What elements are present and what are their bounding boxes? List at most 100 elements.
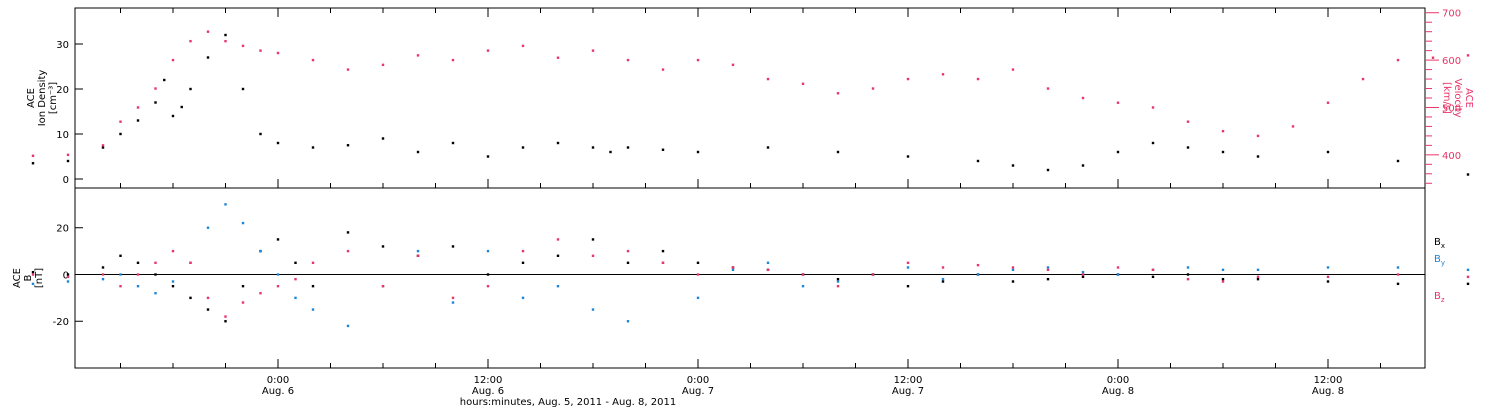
by-point	[346, 324, 350, 328]
bz-point	[486, 284, 490, 288]
by-point	[1466, 268, 1470, 272]
bx-point	[661, 249, 665, 253]
density-point	[163, 78, 166, 82]
bottom-ylabel-3: [nT]	[34, 268, 45, 288]
by-point	[311, 308, 315, 311]
density-point	[416, 150, 420, 154]
velocity-point	[731, 63, 735, 67]
bx-point	[311, 284, 315, 288]
x-tick-label-time: 0:00	[267, 375, 289, 386]
top-left-ytick-label: 0	[63, 175, 69, 186]
x-tick-label-time: 0:00	[687, 375, 709, 386]
density-point	[836, 150, 840, 154]
velocity-point	[591, 49, 595, 52]
bz-point	[1116, 266, 1120, 269]
density-point	[906, 155, 910, 158]
velocity-point	[941, 73, 945, 76]
by-point	[259, 249, 262, 253]
velocity-point	[871, 87, 875, 90]
density-point	[1466, 173, 1470, 176]
density-point	[136, 119, 140, 122]
legend-bz-sub: z	[1441, 296, 1445, 304]
by-point	[976, 273, 980, 276]
velocity-point	[521, 44, 525, 48]
velocity-point	[1361, 77, 1365, 81]
legend-bx: Bx	[1434, 237, 1445, 250]
density-point	[381, 137, 385, 140]
by-point	[171, 280, 175, 283]
velocity-point	[1256, 134, 1260, 138]
by-point	[801, 284, 805, 288]
velocity-point	[451, 58, 455, 62]
velocity-point	[766, 77, 770, 81]
velocity-point	[241, 44, 245, 48]
bx-point	[556, 254, 560, 257]
velocity-point	[556, 56, 560, 59]
legend-by-main: B	[1434, 254, 1441, 265]
bx-point	[696, 261, 700, 265]
density-point	[224, 33, 227, 37]
velocity-point	[1326, 101, 1330, 104]
density-point	[66, 159, 70, 163]
bx-point	[276, 238, 280, 241]
bx-point	[451, 245, 455, 248]
bottom-ylabel-1: ACE	[12, 268, 23, 288]
velocity-point	[259, 49, 262, 52]
by-point	[1256, 268, 1260, 272]
top-right-ytick-label: 600	[1442, 56, 1461, 67]
bz-point	[136, 273, 140, 276]
density-point	[206, 56, 210, 59]
velocity-point	[311, 58, 315, 62]
density-point	[1151, 141, 1155, 145]
by-point	[241, 221, 245, 225]
top-left-ylabel-2: Ion Density	[37, 70, 48, 127]
velocity-point	[1466, 54, 1470, 57]
by-point	[556, 284, 560, 288]
bx-point	[31, 270, 35, 274]
bz-point	[276, 284, 280, 288]
x-tick-label-date: Aug. 6	[472, 386, 504, 397]
bz-point	[556, 238, 560, 241]
bx-point	[171, 284, 175, 288]
bx-point	[591, 238, 595, 241]
by-point	[486, 249, 490, 253]
bx-point	[1186, 273, 1190, 276]
by-point	[766, 261, 770, 265]
bz-point	[836, 284, 840, 288]
velocity-point	[416, 54, 420, 57]
bz-point	[206, 296, 210, 300]
bz-point	[294, 277, 297, 281]
bz-point	[661, 261, 665, 265]
density-point	[696, 150, 700, 154]
bz-point	[119, 284, 122, 288]
density-point	[626, 146, 630, 149]
velocity-point	[206, 30, 210, 33]
density-point	[1221, 150, 1225, 154]
bz-point	[381, 284, 385, 288]
by-point	[626, 320, 630, 323]
bz-point	[1011, 266, 1015, 269]
legend-bx-main: B	[1434, 237, 1441, 248]
density-point	[521, 146, 525, 149]
velocity-point	[276, 51, 280, 55]
velocity-point	[136, 106, 140, 109]
top-panel-frame	[74, 7, 1426, 189]
density-point	[154, 101, 157, 104]
velocity-point	[1221, 129, 1225, 133]
x-tick-label-date: Aug. 8	[1312, 386, 1344, 397]
bz-point	[626, 249, 630, 253]
bz-point	[521, 249, 525, 253]
velocity-point	[101, 144, 105, 147]
bx-point	[66, 273, 70, 276]
bz-point	[241, 301, 245, 304]
velocity-point	[31, 154, 35, 157]
bz-point	[451, 296, 455, 300]
bottom-ytick-label: 20	[56, 224, 69, 235]
by-point	[294, 296, 297, 300]
top-right-ylabel-1: ACE	[1463, 88, 1474, 108]
bz-point	[31, 273, 35, 276]
velocity-point	[346, 68, 350, 71]
bz-point	[311, 261, 315, 265]
bz-point	[766, 268, 770, 272]
bx-point	[189, 296, 192, 300]
